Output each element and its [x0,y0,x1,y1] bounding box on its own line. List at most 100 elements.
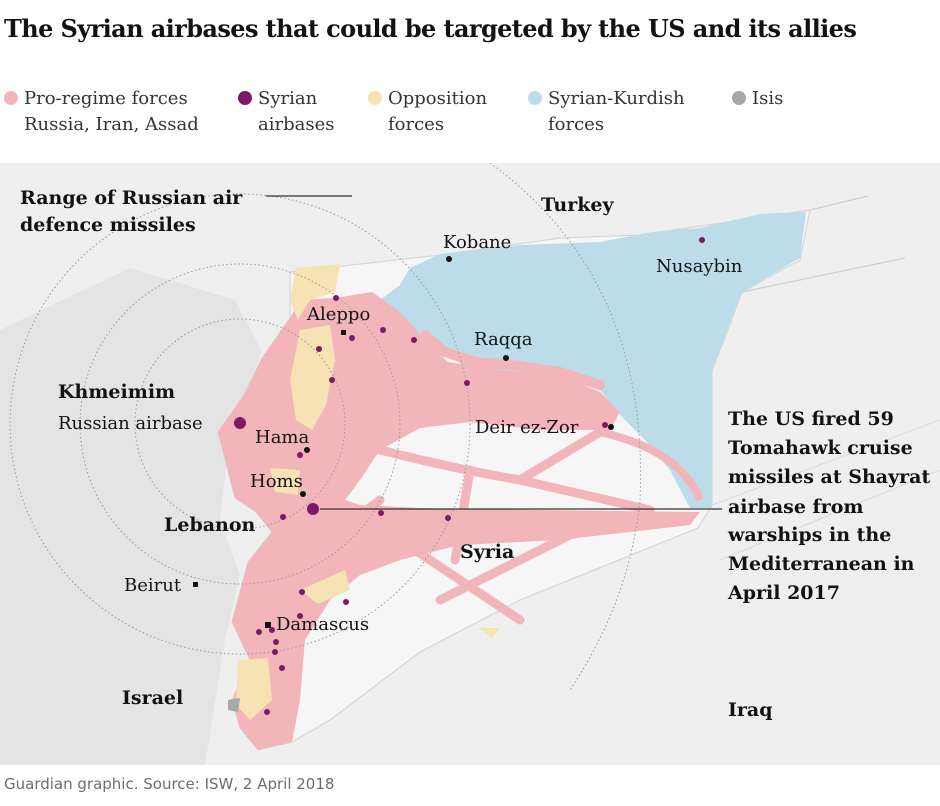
syria-map: Range of Russian air defence missiles Kh… [0,163,940,765]
country-israel: Israel [122,687,183,709]
annotation-line: missiles at Shayrat [728,466,930,488]
legend-item-opposition: Opposition forces [368,86,487,138]
isis-swatch [732,91,746,105]
country-lebanon: Lebanon [164,514,256,536]
euphrates-corridor [420,330,605,390]
legend-opposition-sub: forces [388,114,445,135]
airbase-marker [316,346,322,352]
airbase-markers [234,237,705,715]
city-dot-beirut [193,582,198,587]
airbase-marker [299,589,305,595]
airbase-khmeimim [234,417,246,429]
airbase-marker [269,627,275,633]
range-circle-middle [79,263,401,585]
annotation-line: warships in the [727,524,891,546]
regime-east-corridor [599,428,704,502]
legend-isis-label: Isis [752,88,784,109]
airbase-marker [297,613,303,619]
range-label-line1: Range of Russian air [20,187,243,209]
pro-regime-swatch [4,91,18,105]
city-raqqa: Raqqa [474,329,533,350]
airbase-marker [297,452,303,458]
regime-road-corridors [295,427,655,625]
city-dot-raqqa [503,355,509,361]
legend-kurdish-label: Syrian-Kurdish [548,88,685,109]
city-homs: Homs [250,471,303,492]
airbase-marker [273,639,279,645]
opposition-south [236,658,272,720]
chart-title: The Syrian airbases that could be target… [4,14,857,43]
airbase-marker [333,295,339,301]
city-nusaybin: Nusaybin [656,256,743,277]
legend-pro-regime-label: Pro-regime forces [24,88,188,109]
airbase-marker [343,599,349,605]
annotation-shayrat: The US fired 59 Tomahawk cruise missiles… [727,408,930,604]
legend-item-kurdish: Syrian-Kurdish forces [528,86,685,138]
airbase-marker [380,327,386,333]
country-syria: Syria [460,541,514,563]
isis-area [228,698,240,712]
opposition-north [290,264,340,320]
opposition-tanf [478,628,500,638]
airbase-marker [349,335,355,341]
airbase-marker [378,510,384,516]
city-kobane: Kobane [443,232,511,253]
airbase-marker [445,515,451,521]
legend-opposition-label: Opposition [388,88,488,109]
city-damascus: Damascus [276,614,369,635]
airbase-marker [272,649,278,655]
city-beirut: Beirut [124,575,182,596]
city-dot-deir-ez-zor [608,424,614,430]
opposition-swatch [368,91,382,105]
city-dot-homs [300,491,306,497]
legend-item-pro-regime: Pro-regime forces Russia, Iran, Assad [4,86,199,138]
range-circle-inner [134,318,346,530]
opposition-idlib [290,325,335,430]
city-dot-damascus [265,622,271,628]
legend-item-airbases: Syrian airbases [238,86,334,138]
airbase-shayrat [307,503,319,515]
country-turkey: Turkey [541,194,614,216]
range-circle-outer [9,193,471,655]
legend-pro-regime-sub: Russia, Iran, Assad [24,114,199,135]
airbase-marker [464,380,470,386]
kurdish-forces-area [380,212,806,508]
source-note: Guardian graphic. Source: ISW, 2 April 2… [4,775,335,793]
legend-kurdish-sub: forces [548,114,605,135]
city-markers [193,256,614,628]
iraq-border [711,419,940,561]
legend-airbases-label: Syrian [258,88,318,109]
city-dot-kobane [446,256,452,262]
airbase-marker [602,422,608,428]
khmeimim-label: Khmeimim [58,381,175,403]
airbase-marker [279,665,285,671]
annotation-line: The US fired 59 [728,408,894,430]
legend-item-isis: Isis [732,86,783,112]
city-dot-hama [304,447,310,453]
annotation-line: Mediterranean in [728,553,915,575]
legend: Pro-regime forces Russia, Iran, Assad Syr… [0,86,940,146]
city-deir-ez-zor: Deir ez-Zor [475,417,579,438]
airbase-marker [411,337,417,343]
city-dot-aleppo [341,330,346,335]
khmeimim-sub-label: Russian airbase [58,413,203,434]
range-label-line2: defence missiles [20,214,196,236]
airbase-marker [699,237,705,243]
annotation-line: Tomahawk cruise [728,437,913,459]
airbase-swatch [238,91,252,105]
airbase-marker [280,514,286,520]
sea-area [0,268,262,765]
turkey-iraq-border [741,195,906,293]
annotation-line: April 2017 [727,582,840,604]
range-arc-large [489,163,642,691]
airbase-marker [329,377,335,383]
opposition-homs [270,468,300,495]
annotation-line: airbase from [728,496,864,518]
city-aleppo: Aleppo [306,304,370,325]
city-hama: Hama [255,427,309,448]
legend-airbases-sub: airbases [258,114,335,135]
country-iraq: Iraq [728,699,773,721]
airbase-marker [256,629,262,635]
kurdish-swatch [528,91,542,105]
airbase-marker [264,709,270,715]
